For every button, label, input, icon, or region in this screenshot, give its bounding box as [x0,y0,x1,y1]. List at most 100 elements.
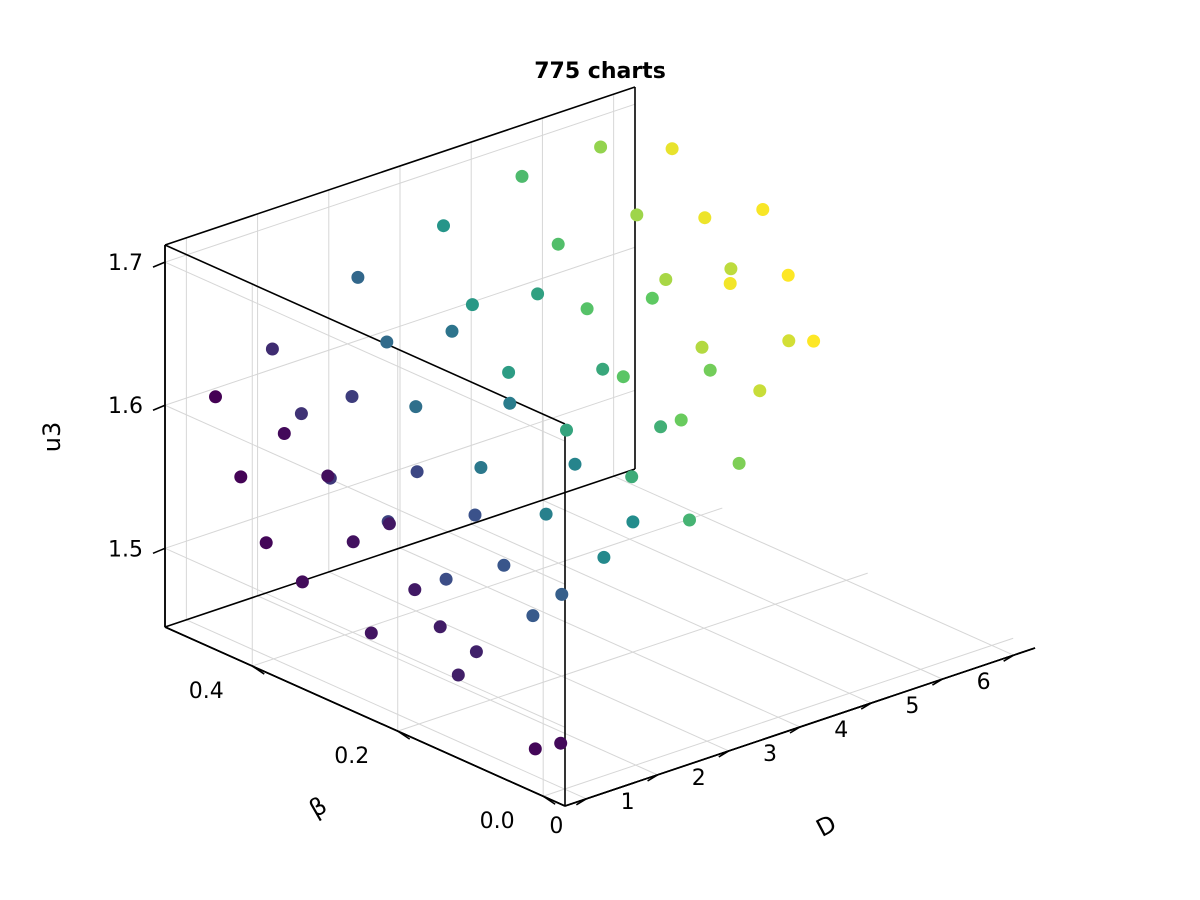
grid-line-x-floor [542,499,943,680]
grid-line-z-left [164,547,566,728]
data-point [433,620,447,634]
grid-layer [164,94,1014,800]
grid-line-z-back [164,389,636,549]
grid-line-x-floor [186,619,587,800]
x-tick-label: 3 [763,742,777,767]
x-tick-label: 5 [905,694,919,719]
data-point [346,535,360,549]
data-point [410,465,424,479]
grid-line-y-floor [252,507,723,667]
x-tick-label: 4 [834,718,848,743]
data-point [695,340,709,354]
data-point [539,507,553,521]
data-point [724,262,738,276]
data-point [674,413,688,427]
data-point [469,645,483,659]
data-point [659,273,673,286]
data-point [408,583,422,597]
tick-layer: 0 1 2 3 4 5 6 0.0 0.2 0.4 1.5 1.6 1.7 [108,251,1015,839]
data-point [732,456,746,470]
data-point [531,287,545,301]
data-point [345,390,359,403]
data-point [551,237,565,251]
data-point [515,169,529,183]
data-point [616,370,630,384]
grid-line-y-floor [543,637,1014,797]
data-point [295,575,309,589]
grid-line-z-back [164,103,636,263]
data-point [437,219,450,233]
y-tick-label: 0.4 [189,679,224,704]
data-point [554,736,568,750]
data-point [703,363,717,377]
data-point [451,668,465,682]
data-point [439,572,453,586]
data-point [626,515,640,529]
data-point [782,334,796,348]
z-tick-mark [152,404,166,411]
z-tick-mark [152,261,166,268]
chart-title: 775 charts [534,59,666,84]
z-tick-label: 1.7 [108,251,143,276]
floor-back-right-edge [164,468,636,628]
data-point [351,270,365,284]
data-point [321,469,335,483]
y-tick-label: 0.2 [334,744,369,769]
grid-line-x-floor [328,571,729,752]
grid-line-x-floor [399,547,801,728]
grid-line-z-back [164,246,636,406]
beta-axis-line [164,626,566,807]
y-tick-label: 0.0 [480,809,515,834]
z-axis-label: u3 [38,422,66,452]
data-point [630,208,644,222]
data-point [528,742,542,756]
x-axis-label: D [812,809,841,842]
data-point [580,302,594,316]
data-point [683,513,696,527]
data-point [380,335,394,349]
grid-line-y-floor [397,572,868,732]
data-point [382,517,396,531]
grid-line-z-left [164,261,566,442]
data-point [807,334,821,348]
data-point [502,365,516,379]
data-point [654,420,668,434]
data-point [596,362,610,376]
data-point [560,423,573,437]
x-tick-label: 0 [549,814,563,839]
top-right-edge [164,86,636,246]
y-axis-label: β [304,791,331,823]
data-point [445,324,459,338]
data-point [665,142,679,156]
data-point [265,342,279,356]
data-point [756,203,770,216]
d-axis-line [564,647,1036,807]
data-point [209,390,222,404]
data-point [698,211,712,225]
z-tick-mark [152,547,166,555]
grid-line-z-left [164,404,566,585]
data-point [364,626,378,640]
x-tick-label: 1 [621,790,635,815]
data-point [723,277,737,290]
z-tick-label: 1.6 [108,394,143,419]
data-point [645,291,659,305]
data-point [465,298,479,312]
data-point [294,407,308,421]
data-point [526,609,540,623]
data-point [474,461,488,474]
x-tick-label: 6 [977,670,991,695]
data-point [625,470,639,484]
grid-line-x-floor [471,523,872,704]
data-point [409,400,423,414]
data-point [277,427,291,440]
data-point [468,508,482,522]
data-point [781,268,795,282]
grid-line-x-floor [613,475,1014,656]
grid-line-x-floor [257,595,658,776]
data-point [568,457,582,471]
data-points [209,140,821,756]
x-tick-label: 2 [692,766,706,791]
data-point [234,470,248,484]
